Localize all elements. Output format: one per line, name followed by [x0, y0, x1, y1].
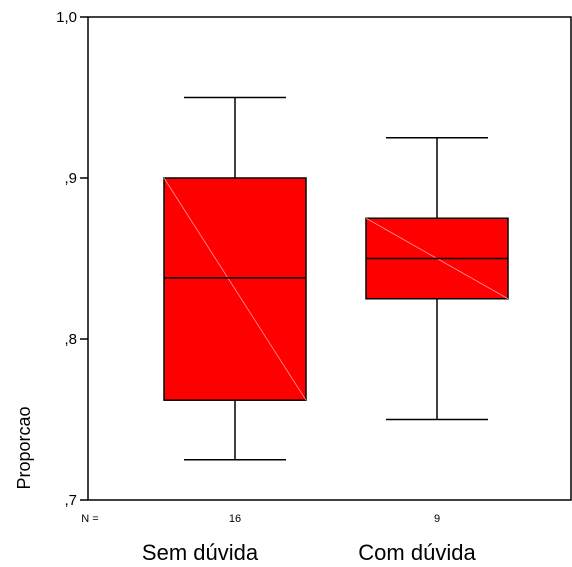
y-tick-label: ,7: [64, 492, 77, 509]
y-tick-label: 1,0: [56, 9, 77, 26]
y-axis: ,7 ,8 ,9 1,0: [56, 9, 88, 509]
n-label: 16: [229, 513, 241, 525]
boxes: [163, 96, 509, 461]
box-2: [365, 137, 509, 421]
y-tick-label: ,8: [64, 331, 77, 348]
n-prefix-label: N =: [81, 513, 98, 525]
box-1: [163, 96, 307, 461]
n-label: 9: [434, 513, 440, 525]
category-label: Sem dúvida: [142, 540, 259, 565]
y-tick-label: ,9: [64, 170, 77, 187]
category-labels: Sem dúvida Com dúvida: [142, 540, 477, 565]
box-diagonal: [163, 177, 307, 401]
category-label: Com dúvida: [358, 540, 476, 565]
y-axis-label: Proporcao: [14, 406, 34, 489]
n-labels: 16 9: [229, 513, 440, 525]
plot-frame: [87, 16, 572, 501]
